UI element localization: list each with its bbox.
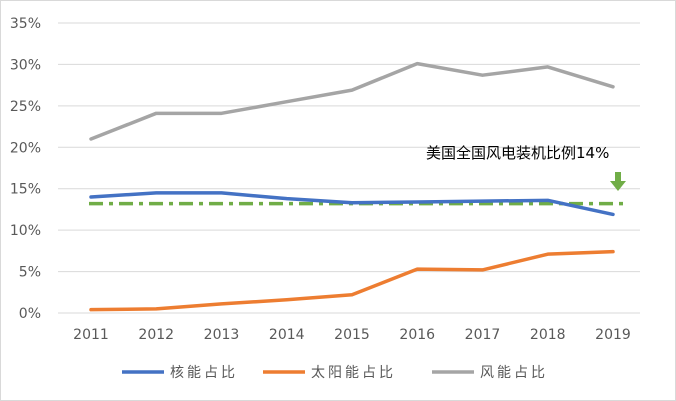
legend: 核能占比 太阳能占比 风能占比 xyxy=(122,365,548,381)
series-line-2 xyxy=(89,249,615,312)
y-tick-label: 35% xyxy=(10,16,41,32)
y-tick-label: 10% xyxy=(10,223,41,239)
down-arrow-icon xyxy=(610,172,626,191)
x-tick-label: 2011 xyxy=(73,327,109,343)
y-tick-label: 20% xyxy=(10,140,41,156)
x-tick-label: 2014 xyxy=(269,327,305,343)
x-tick-label: 2013 xyxy=(204,327,240,343)
legend-label: 风能占比 xyxy=(480,365,548,381)
legend-label: 核能占比 xyxy=(170,365,238,381)
x-tick-label: 2017 xyxy=(465,327,501,343)
y-tick-label: 25% xyxy=(10,99,41,115)
legend-label: 太阳能占比 xyxy=(311,365,396,381)
y-tick-label: 30% xyxy=(10,57,41,73)
annotation: 美国全国风电装机比例14% xyxy=(426,144,626,191)
y-tick-label: 0% xyxy=(19,306,41,322)
series-line-3 xyxy=(89,61,615,141)
series-lines xyxy=(89,61,615,312)
y-tick-label: 15% xyxy=(10,182,41,198)
x-tick-label: 2016 xyxy=(399,327,435,343)
x-tick-label: 2012 xyxy=(138,327,174,343)
x-tick-label: 2018 xyxy=(530,327,566,343)
y-axis-ticks: 0% 5% 10% 15% 20% 25% 30% 35% xyxy=(10,16,41,322)
series-line-1 xyxy=(89,191,615,217)
x-axis-ticks: 2011 2012 2013 2014 2015 2016 2017 2018 2019 xyxy=(73,327,631,343)
x-tick-label: 2015 xyxy=(334,327,370,343)
gridlines xyxy=(58,22,640,273)
x-tick-label: 2019 xyxy=(595,327,631,343)
annotation-text: 美国全国风电装机比例14% xyxy=(426,144,609,162)
y-tick-label: 5% xyxy=(19,265,41,281)
